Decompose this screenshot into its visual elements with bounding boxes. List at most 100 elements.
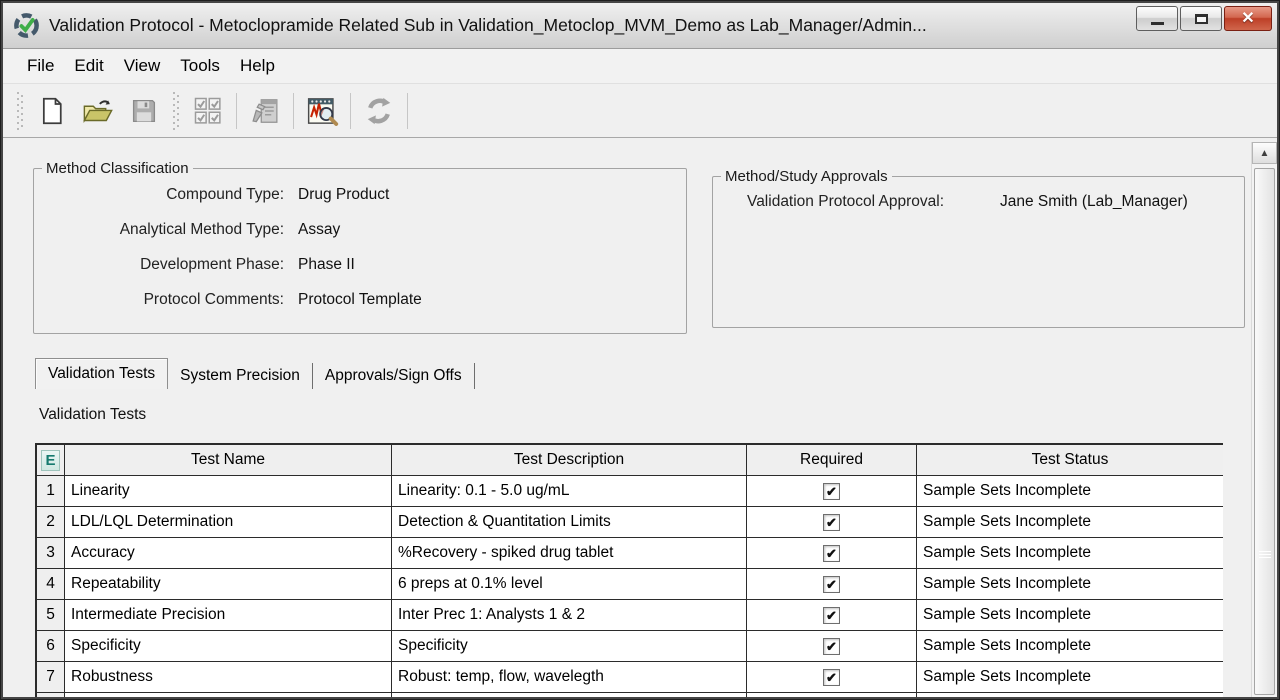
toolbar-separator — [236, 92, 237, 129]
required-cell: ✔ — [747, 662, 917, 693]
approvals-title: Method/Study Approvals — [725, 168, 888, 185]
table-row: 4 Repeatability 6 preps at 0.1% level ✔ … — [37, 569, 1223, 600]
required-checkbox[interactable]: ✔ — [823, 575, 840, 593]
save-icon — [132, 99, 156, 122]
window-title: Validation Protocol - Metoclopramide Rel… — [49, 15, 927, 35]
toolbar-separator — [293, 92, 294, 129]
open-button[interactable] — [77, 90, 119, 132]
new-document-button[interactable] — [31, 90, 73, 132]
required-cell: ✔ — [747, 600, 917, 631]
maximize-icon — [1194, 13, 1208, 24]
required-checkbox[interactable]: ✔ — [823, 482, 840, 500]
column-header-test-name[interactable]: Test Name — [65, 445, 392, 476]
menu-help[interactable]: Help — [239, 56, 275, 75]
field-label: Protocol Comments: — [143, 291, 284, 308]
required-checkbox[interactable]: ✔ — [823, 513, 840, 531]
test-status-cell[interactable]: Sample Sets Incomplete — [917, 662, 1223, 693]
test-description-cell[interactable]: Specificity — [392, 631, 747, 662]
test-status-cell[interactable]: Sample Sets Incomplete — [917, 507, 1223, 538]
menu-view[interactable]: View — [123, 56, 161, 75]
required-checkbox[interactable]: ✔ — [823, 668, 840, 686]
save-button[interactable] — [123, 90, 165, 132]
table-row: 6 Specificity Specificity ✔ Sample Sets … — [37, 631, 1223, 662]
toolbar-grip[interactable] — [17, 91, 23, 130]
test-name-cell[interactable]: Robustness — [65, 662, 392, 693]
edit-notes-icon — [252, 98, 278, 123]
column-header-test-description[interactable]: Test Description — [392, 445, 747, 476]
preview-report-button[interactable] — [301, 90, 343, 132]
row-number[interactable]: 4 — [37, 569, 65, 600]
test-status-cell[interactable]: Sample Sets Incomplete — [917, 600, 1223, 631]
test-status-cell[interactable]: Sample Sets Incomplete — [917, 476, 1223, 507]
table-row: 5 Intermediate Precision Inter Prec 1: A… — [37, 600, 1223, 631]
test-description-cell[interactable]: Robust: temp, flow, wavelegth — [392, 662, 747, 693]
maximize-button[interactable] — [1180, 6, 1222, 31]
test-status-cell[interactable]: Sample Sets Incomplete — [917, 569, 1223, 600]
validation-protocol-approval-value: Jane Smith (Lab_Manager) — [1000, 193, 1188, 210]
toolbar-separator — [407, 92, 408, 129]
row-number[interactable]: 6 — [37, 631, 65, 662]
table-row: 7 Robustness Robust: temp, flow, waveleg… — [37, 662, 1223, 693]
title-bar[interactable]: Validation Protocol - Metoclopramide Rel… — [3, 3, 1277, 49]
select-tests-button[interactable] — [187, 90, 229, 132]
refresh-button[interactable] — [358, 90, 400, 132]
app-logo-icon — [14, 13, 39, 38]
row-number[interactable]: 5 — [37, 600, 65, 631]
column-header-test-status[interactable]: Test Status — [917, 445, 1223, 476]
required-checkbox[interactable]: ✔ — [823, 637, 840, 655]
menu-file[interactable]: File — [27, 56, 55, 75]
test-name-cell[interactable]: Accuracy — [65, 538, 392, 569]
table-caption: Validation Tests — [39, 406, 147, 423]
scrollbar-thumb[interactable] — [1254, 168, 1275, 695]
open-icon — [83, 99, 113, 123]
vertical-scrollbar[interactable]: ▲ — [1251, 142, 1277, 697]
test-name-cell[interactable]: Repeatability — [65, 569, 392, 600]
tab-strip: Validation Tests System Precision Approv… — [35, 357, 475, 389]
development-phase-value: Phase II — [298, 256, 355, 273]
table-row: 2 LDL/LQL Determination Detection & Quan… — [37, 507, 1223, 538]
test-name-cell[interactable]: Specificity — [65, 631, 392, 662]
field-label: Development Phase: — [140, 256, 284, 273]
close-button[interactable]: ✕ — [1224, 6, 1272, 31]
scroll-up-button[interactable]: ▲ — [1252, 142, 1277, 164]
required-checkbox[interactable]: ✔ — [823, 606, 840, 624]
row-number[interactable]: 3 — [37, 538, 65, 569]
test-status-cell[interactable]: Sample Sets Incomplete — [917, 538, 1223, 569]
toolbar — [3, 84, 1277, 138]
test-name-cell[interactable]: Intermediate Precision — [65, 600, 392, 631]
field-label: Compound Type: — [166, 186, 284, 203]
menu-bar: File Edit View Tools Help — [3, 49, 1277, 84]
row-number[interactable]: 7 — [37, 662, 65, 693]
tab-approvals-sign-offs[interactable]: Approvals/Sign Offs — [313, 363, 475, 389]
required-cell: ✔ — [747, 631, 917, 662]
analytical-method-type-value: Assay — [298, 221, 341, 238]
test-description-cell[interactable]: Detection & Quantitation Limits — [392, 507, 747, 538]
method-classification-groupbox: Method Classification Compound Type: Dru… — [33, 160, 687, 334]
protocol-comments-value: Protocol Template — [298, 291, 422, 308]
required-checkbox[interactable]: ✔ — [823, 544, 840, 562]
test-name-cell[interactable]: Linearity — [65, 476, 392, 507]
menu-tools[interactable]: Tools — [180, 56, 220, 75]
toolbar-grip[interactable] — [173, 91, 179, 130]
row-number[interactable]: 1 — [37, 476, 65, 507]
test-name-cell[interactable]: LDL/LQL Determination — [65, 507, 392, 538]
tab-system-precision[interactable]: System Precision — [168, 363, 313, 389]
validation-tests-table: E Test Name Test Description Required Te… — [35, 443, 1223, 697]
content-area: Method Classification Compound Type: Dru… — [3, 138, 1277, 697]
table-corner-selector[interactable]: E — [37, 445, 65, 476]
test-description-cell[interactable]: 6 preps at 0.1% level — [392, 569, 747, 600]
edit-notes-button[interactable] — [244, 90, 286, 132]
row-number[interactable]: 2 — [37, 507, 65, 538]
menu-edit[interactable]: Edit — [74, 56, 104, 75]
tab-validation-tests[interactable]: Validation Tests — [35, 358, 169, 389]
minimize-button[interactable] — [1136, 6, 1178, 31]
required-cell: ✔ — [747, 538, 917, 569]
field-label: Validation Protocol Approval: — [747, 193, 945, 210]
test-description-cell[interactable]: Linearity: 0.1 - 5.0 ug/mL — [392, 476, 747, 507]
test-description-cell[interactable]: %Recovery - spiked drug tablet — [392, 538, 747, 569]
column-header-required[interactable]: Required — [747, 445, 917, 476]
required-cell: ✔ — [747, 476, 917, 507]
test-status-cell[interactable]: Sample Sets Incomplete — [917, 631, 1223, 662]
test-description-cell[interactable]: Inter Prec 1: Analysts 1 & 2 — [392, 600, 747, 631]
